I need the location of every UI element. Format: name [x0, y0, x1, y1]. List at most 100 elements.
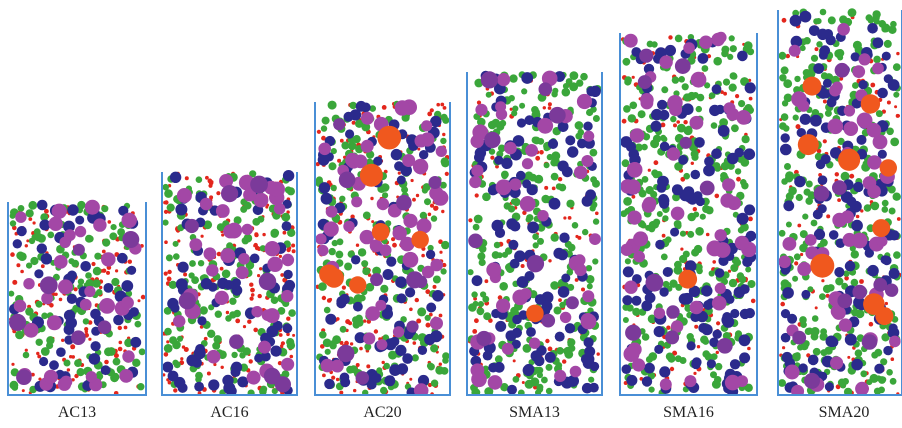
particle: [319, 331, 327, 339]
particle: [558, 298, 562, 302]
particle: [622, 119, 627, 124]
particle: [84, 286, 95, 297]
particle: [894, 105, 897, 108]
particle: [324, 379, 334, 389]
particle: [670, 228, 679, 237]
particle: [25, 244, 28, 247]
particle: [623, 317, 629, 323]
particle: [781, 279, 790, 288]
particle: [881, 255, 890, 264]
particle: [127, 266, 136, 275]
particle: [687, 341, 696, 350]
particle: [695, 227, 704, 236]
particle: [778, 255, 791, 268]
particle: [561, 274, 570, 283]
particle: [351, 196, 362, 207]
particle: [32, 234, 38, 240]
particle: [59, 298, 63, 302]
particle: [501, 171, 509, 179]
particle: [262, 309, 274, 321]
particle: [639, 49, 653, 63]
particle: [356, 371, 370, 385]
particle: [852, 65, 865, 78]
particle: [794, 176, 805, 187]
particle: [183, 273, 187, 277]
particle: [430, 344, 438, 352]
particle: [825, 382, 834, 391]
particle: [315, 234, 326, 245]
particle: [697, 345, 700, 348]
particle: [194, 382, 204, 392]
particle: [553, 248, 564, 259]
particle: [179, 292, 196, 309]
particle: [691, 154, 698, 161]
particle: [551, 173, 559, 181]
particle: [801, 290, 810, 299]
specimen-label: SMA16: [663, 404, 714, 421]
particle: [64, 229, 76, 241]
particle: [431, 380, 438, 387]
particle: [710, 371, 717, 378]
particle: [130, 337, 141, 348]
coarse-particle: [880, 159, 897, 176]
particle: [829, 230, 839, 240]
particle: [441, 114, 448, 121]
particle: [554, 307, 562, 315]
particle: [395, 100, 410, 115]
particle: [513, 359, 516, 362]
particle: [747, 347, 751, 351]
particle: [431, 215, 437, 221]
particle: [847, 356, 850, 359]
particle: [835, 63, 850, 78]
particle: [189, 238, 202, 251]
particle: [785, 365, 800, 380]
particle: [325, 314, 336, 325]
particle: [287, 341, 295, 349]
particle: [521, 72, 533, 84]
particle: [421, 254, 425, 258]
particle: [642, 376, 652, 386]
particle: [813, 348, 821, 356]
particle: [58, 279, 73, 294]
particle: [715, 229, 727, 241]
particle: [558, 177, 562, 181]
particle: [212, 342, 220, 350]
particle: [851, 220, 863, 232]
particle: [657, 211, 663, 217]
particle: [523, 365, 534, 376]
particle: [201, 235, 204, 238]
particle: [525, 144, 538, 157]
particle: [111, 224, 117, 230]
particle: [663, 281, 670, 288]
particle: [439, 314, 443, 318]
coarse-particle: [678, 270, 697, 289]
particle: [266, 326, 278, 338]
particle: [442, 133, 445, 136]
specimen: [620, 32, 757, 397]
particle: [363, 332, 375, 344]
particle: [513, 376, 520, 383]
particle: [624, 281, 637, 294]
particle: [844, 121, 859, 136]
particle: [888, 26, 896, 34]
particle: [419, 150, 428, 159]
particle: [885, 302, 888, 305]
particle: [481, 71, 498, 88]
particle: [703, 300, 713, 310]
particle: [317, 130, 321, 134]
particle: [253, 328, 258, 333]
particle: [589, 233, 601, 245]
particle: [257, 274, 260, 277]
particle: [730, 45, 737, 52]
particle: [506, 218, 517, 229]
particle: [700, 336, 708, 344]
particle: [821, 349, 828, 356]
particle: [897, 217, 901, 221]
particle: [91, 262, 95, 266]
particle: [661, 254, 668, 261]
particle: [413, 159, 428, 174]
particle: [471, 165, 483, 177]
particle: [340, 373, 350, 383]
particle: [700, 181, 715, 196]
particle: [54, 255, 68, 269]
